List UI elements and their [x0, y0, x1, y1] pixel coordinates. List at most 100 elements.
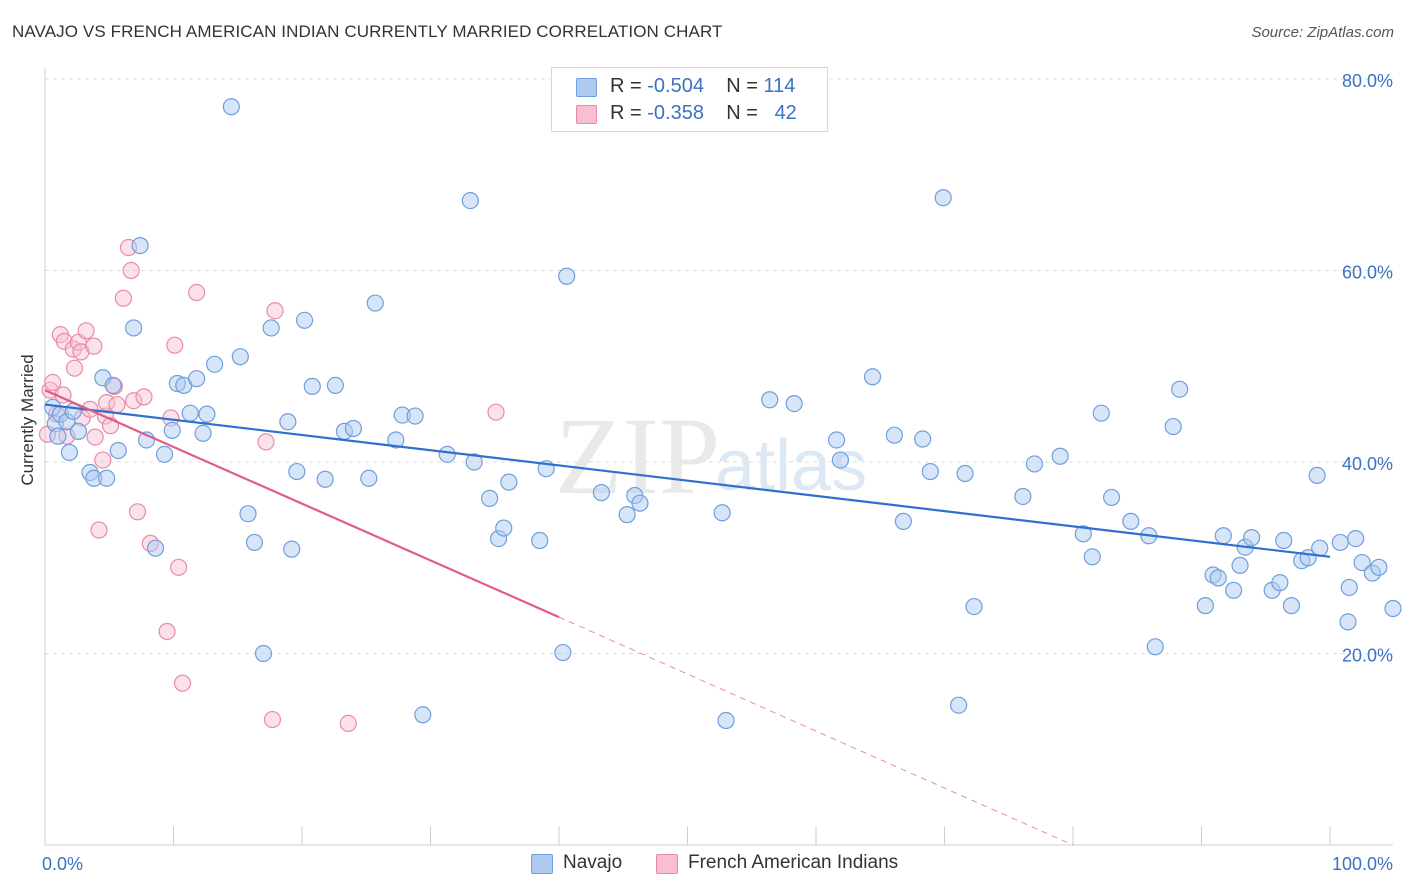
navajo-point [863, 368, 882, 386]
navajo-point [194, 424, 212, 442]
french-american-indians-point [94, 451, 112, 469]
french-american-indians-point [339, 714, 357, 732]
french-american-indians-point [257, 433, 275, 451]
navajo-point [592, 484, 611, 502]
french-trend-line-extension [558, 616, 1074, 846]
navajo-point [125, 319, 143, 337]
navajo-point [1384, 599, 1402, 618]
bottom-french-swatch [656, 854, 678, 874]
y-tick-label: 60.0% [1342, 263, 1393, 283]
navajo-point [303, 377, 321, 395]
french-american-indians-point [114, 289, 132, 307]
navajo-point [131, 237, 149, 255]
french-american-indians-point [266, 302, 284, 320]
navajo-point [965, 597, 983, 616]
french-american-indians-point [85, 337, 103, 355]
navajo-point [1074, 525, 1092, 543]
navajo-point [1339, 613, 1357, 631]
navajo-point [1340, 578, 1358, 597]
navajo-point [713, 504, 731, 522]
french-trend-line [44, 389, 560, 619]
navajo-point [326, 376, 345, 394]
axes [44, 68, 1393, 846]
french-american-indians-point [158, 622, 176, 641]
navajo-point [1102, 488, 1121, 507]
navajo-point [554, 643, 572, 662]
y-tick-label: 40.0% [1342, 454, 1393, 474]
navajo-point [1025, 455, 1044, 473]
navajo-point [618, 506, 636, 524]
navajo-point [934, 189, 952, 207]
x-tick-label: 0.0% [42, 854, 83, 874]
french-american-indians-point [170, 558, 188, 576]
navajo-point [163, 421, 181, 440]
navajo-point [109, 441, 127, 460]
navajo-point [1231, 556, 1249, 575]
navajo-point [406, 407, 424, 425]
navajo-point [283, 540, 301, 558]
bottom-french-label: French American Indians [688, 852, 899, 873]
navajo-point [914, 430, 932, 448]
navajo-point [222, 98, 240, 116]
french-american-indians-point [135, 388, 153, 406]
navajo-point [1347, 529, 1365, 548]
navajo-trend-line [44, 403, 1331, 558]
y-tick-labels: 20.0% 40.0% 60.0% 80.0% [1342, 71, 1393, 666]
french-american-indians-point [44, 373, 62, 392]
navajo-point [1214, 527, 1232, 545]
french-american-indians-point [263, 710, 282, 729]
french-n-label: N = [726, 102, 758, 124]
navajo-point [360, 469, 378, 487]
navajo-point [1370, 558, 1388, 576]
navajo-point [1308, 466, 1326, 485]
navajo-point [188, 370, 206, 388]
source-label: Source: ZipAtlas.com [1251, 24, 1394, 41]
navajo-point [1353, 553, 1371, 572]
french-american-indians-point [90, 521, 108, 539]
x-tick-label: 100.0% [1332, 854, 1393, 874]
navajo-point [1092, 404, 1110, 422]
navajo-point [956, 464, 974, 483]
navajo-point [316, 470, 334, 488]
navajo-point [1311, 539, 1329, 557]
navajo-r-value: -0.504 [647, 75, 704, 97]
navajo-point [1164, 417, 1182, 436]
navajo-point [1196, 597, 1214, 615]
navajo-point [438, 445, 456, 463]
navajo-point [950, 696, 968, 714]
stats-legend: R = -0.504 N = 114 R = -0.358 N = 42 [551, 67, 828, 132]
navajo-point [921, 462, 939, 481]
navajo-point [1331, 533, 1349, 552]
french-american-indians-point [86, 428, 104, 446]
french-american-indians-point [65, 359, 84, 377]
chart-title: NAVAJO VS FRENCH AMERICAN INDIAN CURRENT… [12, 22, 723, 41]
navajo-point [60, 443, 79, 462]
navajo-point [831, 451, 850, 469]
french-american-indians-point [173, 674, 192, 692]
navajo-point [1243, 529, 1261, 547]
navajo-swatch [576, 78, 597, 97]
navajo-point [1083, 548, 1101, 566]
navajo-point [1275, 531, 1293, 550]
navajo-point [1225, 581, 1243, 599]
navajo-point [155, 445, 174, 463]
french-american-indians-point [108, 395, 126, 414]
navajo-point [239, 505, 257, 523]
grid-lines [45, 78, 1393, 654]
french-american-indians-point [487, 403, 505, 421]
navajo-point [279, 413, 297, 431]
navajo-point [558, 267, 576, 285]
navajo-point [894, 512, 912, 530]
french-n-value: 42 [774, 102, 797, 124]
navajo-point [245, 533, 264, 552]
navajo-point [69, 422, 88, 440]
navajo-point [181, 404, 199, 422]
navajo-point [761, 391, 779, 409]
french-american-indians-point [188, 283, 206, 302]
french-r-label: R = [610, 102, 642, 124]
french-american-indians-point [122, 261, 140, 280]
navajo-n-label: N = [726, 75, 758, 97]
navajo-point [366, 294, 384, 312]
trend-lines [44, 389, 1331, 846]
navajo-point [288, 462, 306, 481]
